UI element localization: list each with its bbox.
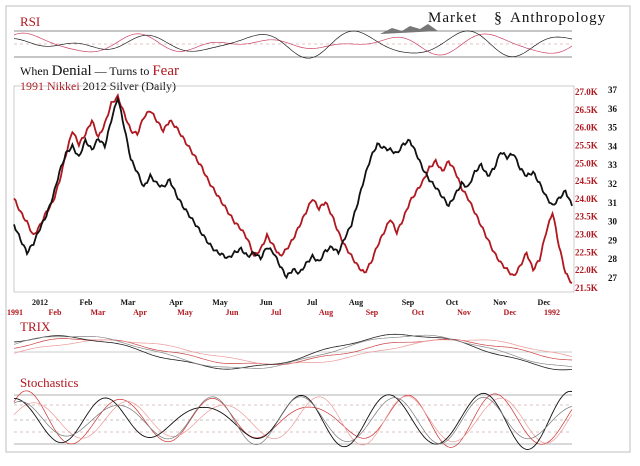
nikkei-series-line <box>13 92 573 284</box>
x-tick-1991: Aug <box>319 308 333 317</box>
silver-tick-label: 34 <box>608 141 618 151</box>
silver-tick-label: 32 <box>608 179 618 189</box>
nikkei-tick-label: 23.0K <box>575 230 598 240</box>
trix-silver-signal <box>13 334 573 369</box>
main-plot-area <box>13 85 575 293</box>
x-tick-2012: Sep <box>402 298 415 307</box>
x-tick-1991: Nov <box>457 308 471 317</box>
nikkei-tick-label: 21.5K <box>575 283 598 293</box>
x-tick-1991: May <box>177 308 193 317</box>
x-tick-1991: Oct <box>412 308 425 317</box>
rsi-fill-high <box>380 24 438 34</box>
x-tick-1991: Apr <box>133 308 147 317</box>
x-tick-2012: Jul <box>307 298 318 307</box>
stoch-nikkei-d <box>13 395 573 446</box>
x-tick-2012: Apr <box>169 298 183 307</box>
trix-nikkei-signal <box>13 339 573 365</box>
trix-silver-line <box>13 333 573 371</box>
x-tick-2012: Feb <box>80 298 93 307</box>
svg-text:When Denial — Turns to Fear: When Denial — Turns to Fear <box>20 63 179 79</box>
x-tick-1991: Jun <box>226 308 239 317</box>
silver-tick-label: 37 <box>608 85 618 95</box>
nikkei-tick-label: 24.5K <box>575 176 598 186</box>
trix-panel: TRIX <box>13 319 573 371</box>
brand-dna-icon: § <box>494 10 502 27</box>
nikkei-tick-label: 23.5K <box>575 212 598 222</box>
silver-tick-label: 30 <box>608 217 618 227</box>
silver-tick-label: 31 <box>608 198 618 208</box>
brand-logo: Market § Anthropology <box>428 10 606 27</box>
stoch-nikkei-k <box>13 390 573 448</box>
silver-series-line <box>13 96 573 280</box>
x-tick-1991: Jul <box>271 308 282 317</box>
x-tick-2012: Aug <box>349 298 363 307</box>
x-tick-2012: 2012 <box>32 298 48 307</box>
panel-border <box>5 5 631 453</box>
x-axis-2012: 2012 Feb Mar Apr May Jun Jul Aug Sep Oct Nov Dec <box>32 298 551 307</box>
rsi-silver-line <box>13 30 573 59</box>
rsi-panel: RSI <box>13 14 573 59</box>
brand-left: Market <box>428 10 477 26</box>
stoch-panel: Stochastics <box>13 375 573 450</box>
silver-tick-label: 35 <box>608 123 618 133</box>
nikkei-tick-label: 26.0K <box>575 123 598 133</box>
nikkei-tick-label: 25.5K <box>575 141 598 151</box>
x-tick-2012: Oct <box>446 298 459 307</box>
nikkei-tick-label: 27.0K <box>575 87 598 97</box>
main-plot <box>13 92 573 284</box>
trix-label: TRIX <box>20 319 51 334</box>
x-tick-1991: Dec <box>504 308 517 317</box>
silver-tick-label: 28 <box>608 254 618 264</box>
x-tick-1991: 1991 <box>7 308 23 317</box>
x-tick-2012: Jun <box>260 298 273 307</box>
silver-tick-label: 33 <box>608 160 618 170</box>
x-tick-2012: May <box>212 298 228 307</box>
x-tick-1991: Mar <box>90 308 106 317</box>
title-turns: — Turns to <box>92 64 153 78</box>
x-tick-2012: Nov <box>493 298 507 307</box>
brand-right: Anthropology <box>510 10 606 26</box>
silver-tick-label: 27 <box>608 273 618 283</box>
title-fear: Fear <box>152 63 179 79</box>
title-when: When <box>20 64 52 78</box>
nikkei-tick-label: 24.0K <box>575 194 598 204</box>
nikkei-tick-label: 26.5K <box>575 105 598 115</box>
nikkei-axis: 27.0K 26.5K 26.0K 25.5K 25.0K 24.5K 24.0K 23.5K… <box>575 87 598 293</box>
rsi-label: RSI <box>20 14 40 29</box>
x-tick-1991: Sep <box>366 308 379 317</box>
silver-axis: 37 36 35 34 33 32 31 30 29 28 27 <box>608 85 618 283</box>
stoch-label: Stochastics <box>20 375 79 390</box>
nikkei-tick-label: 22.0K <box>575 265 598 275</box>
stoch-silver-d <box>13 396 573 445</box>
x-tick-1991: 1992 <box>544 308 560 317</box>
silver-tick-label: 29 <box>608 235 618 245</box>
nikkei-tick-label: 25.0K <box>575 158 598 168</box>
chart-title: When Denial — Turns to Fear 1991 Nikkei … <box>20 63 179 93</box>
x-tick-2012: Mar <box>120 298 136 307</box>
title-denial: Denial <box>52 63 92 79</box>
silver-tick-label: 36 <box>608 104 618 114</box>
x-tick-2012: Dec <box>538 298 551 307</box>
x-tick-1991: Feb <box>49 308 62 317</box>
nikkei-tick-label: 22.5K <box>575 247 598 257</box>
x-axis-1991: 1991 Feb Mar Apr May Jun Jul Aug Sep Oct Nov Dec 199… <box>7 308 560 317</box>
